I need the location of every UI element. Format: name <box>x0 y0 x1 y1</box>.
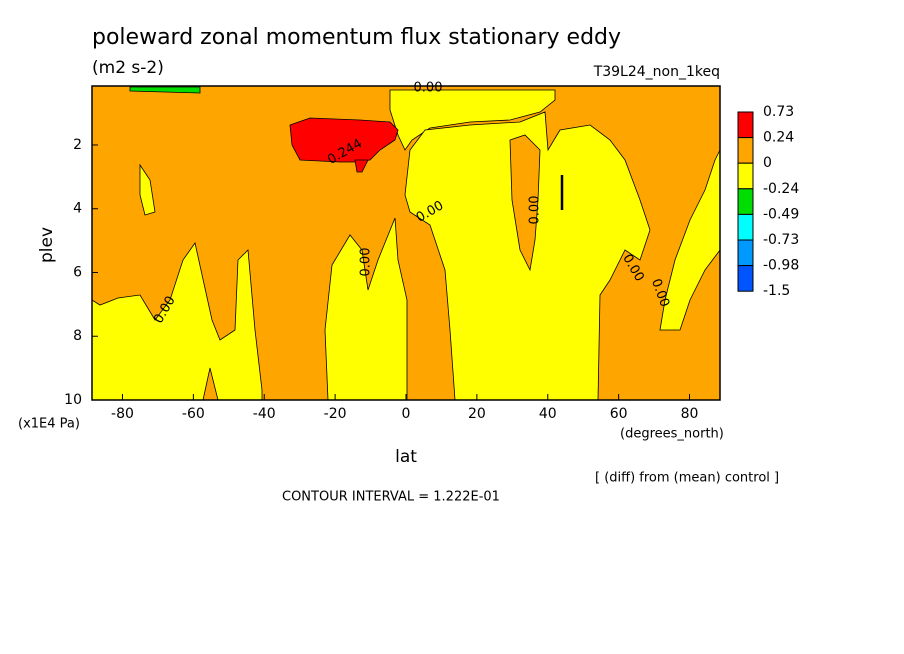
colorbar-label: 0.24 <box>763 130 794 146</box>
colorbar-label: -0.24 <box>763 181 799 197</box>
contour-region <box>129 86 201 94</box>
contour-region <box>91 242 263 401</box>
contour-region <box>139 163 156 216</box>
run-label: T39L24_non_1keq <box>593 64 720 80</box>
x-tick-label: 80 <box>681 406 699 422</box>
contour-label: 0.00 <box>528 196 543 225</box>
y-tick-label: 10 <box>64 392 82 408</box>
x-label: lat <box>395 447 417 467</box>
colorbar-label: -0.98 <box>763 258 799 274</box>
colorbar-label: 0.73 <box>763 104 794 120</box>
chart-title: poleward zonal momentum flux stationary … <box>92 25 621 50</box>
x-tick-label: -80 <box>111 406 134 422</box>
contour-region <box>509 134 541 272</box>
y-tick-label: 2 <box>73 137 82 153</box>
contour-region <box>289 117 399 163</box>
colorbar-box <box>737 162 754 190</box>
colorbar-label: 0 <box>763 155 772 171</box>
y-unit: (x1E4 Pa) <box>18 417 80 432</box>
colorbar-box <box>737 137 754 164</box>
colorbar-label: -0.49 <box>763 206 799 222</box>
x-tick-label: -40 <box>253 406 276 422</box>
contour-region <box>324 217 408 401</box>
colorbar-label: -0.73 <box>763 232 799 248</box>
colorbar-box <box>737 213 754 241</box>
y-label: plev <box>37 227 57 263</box>
contour-label: 0.00 <box>414 81 443 96</box>
contour-region <box>354 159 369 173</box>
x-tick-label: 20 <box>468 406 486 422</box>
y-tick-label: 6 <box>73 264 82 280</box>
note: [ (diff) from (mean) control ] <box>595 471 779 486</box>
colorbar-label: -1.5 <box>763 283 790 299</box>
x-tick-label: -20 <box>324 406 347 422</box>
x-tick-label: 0 <box>402 406 411 422</box>
y-tick-label: 8 <box>73 328 82 344</box>
contour-label: 0.00 <box>359 248 374 277</box>
x-tick-label: 60 <box>610 406 628 422</box>
colorbar-box <box>737 265 754 292</box>
y-tick-label: 4 <box>73 201 82 217</box>
colorbar-box <box>737 111 754 139</box>
x-tick-label: -60 <box>182 406 205 422</box>
units: (m2 s-2) <box>92 58 164 78</box>
colorbar-box <box>737 239 754 267</box>
colorbar-box <box>737 188 754 215</box>
x-unit: (degrees_north) <box>620 427 724 442</box>
x-tick-label: 40 <box>539 406 557 422</box>
contour-interval: CONTOUR INTERVAL = 1.222E-01 <box>282 490 500 505</box>
